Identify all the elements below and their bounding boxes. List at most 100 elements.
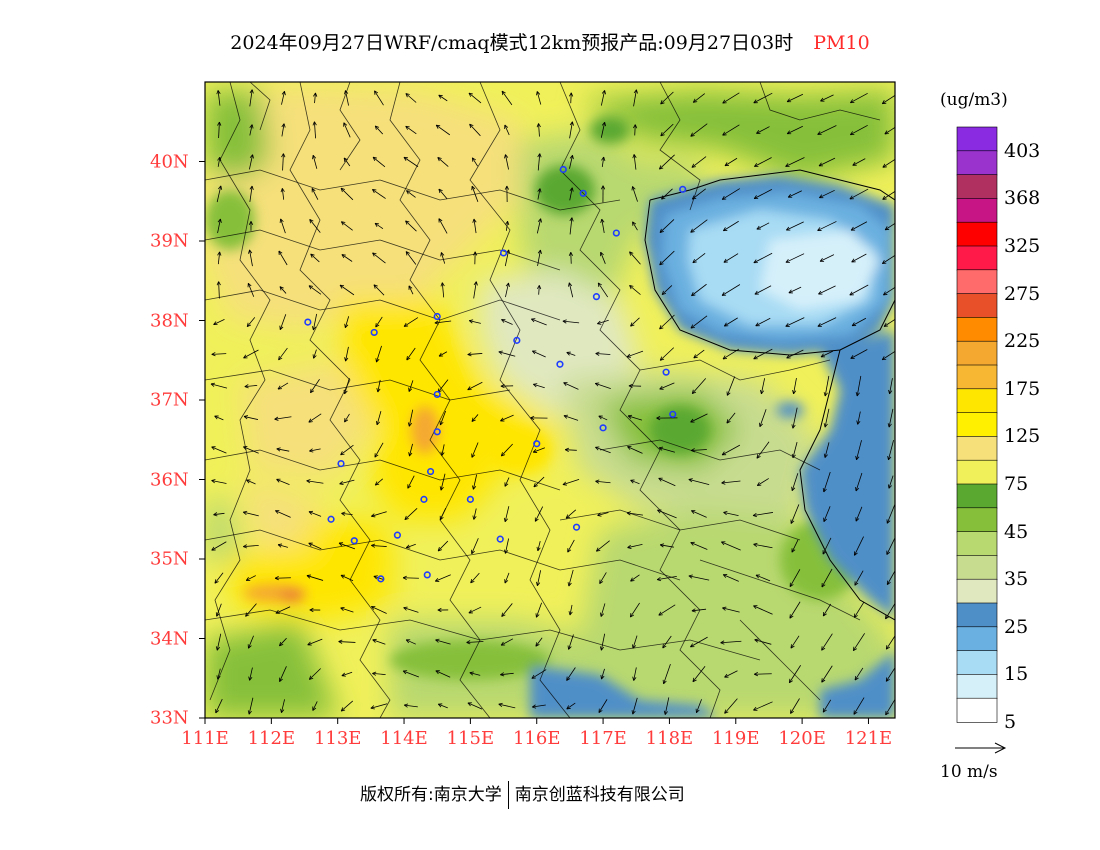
colorbar-label: 35: [1004, 568, 1029, 591]
wind-arrow: [855, 506, 863, 522]
wind-arrow: [856, 411, 861, 425]
wind-arrow: [405, 543, 416, 549]
colorbar-swatch: [956, 245, 998, 271]
wind-arrow: [243, 349, 259, 359]
colorbar-label: 45: [1004, 520, 1029, 543]
colorbar-swatch: [956, 150, 998, 176]
colorbar-swatch: [956, 578, 998, 604]
wind-arrow: [437, 607, 449, 613]
wind-arrow: [375, 410, 382, 426]
wind-arrow: [595, 540, 610, 552]
wind-arrow: [374, 222, 384, 230]
wind-arrow: [247, 282, 255, 297]
wind-arrow: [631, 697, 638, 715]
wind-arrow: [536, 541, 541, 552]
monitor-site: [662, 368, 670, 376]
wind-arrow: [630, 479, 640, 485]
wind-arrow: [627, 543, 643, 549]
wind-arrow: [313, 92, 318, 104]
wind-arrow: [633, 89, 638, 107]
wind-arrow: [505, 282, 510, 298]
lon-label: 119E: [712, 728, 760, 749]
wind-arrow: [281, 153, 286, 171]
monitor-site: [556, 360, 564, 368]
wind-arrow: [308, 285, 322, 295]
monitor-sites: [304, 165, 687, 583]
wind-arrow: [659, 250, 675, 266]
wind-arrow: [722, 92, 740, 104]
wind-arrow: [501, 90, 513, 106]
wind-arrow: [600, 122, 607, 138]
wind-arrow: [405, 251, 417, 265]
wind-arrow: [312, 154, 318, 169]
wind-arrow: [435, 638, 451, 645]
wind-arrow: [306, 479, 324, 484]
wind-arrow: [468, 92, 482, 104]
wind-arrow: [276, 447, 290, 452]
colorbar-swatch: [956, 555, 998, 581]
wind-arrow: [567, 539, 575, 553]
wind-arrow: [438, 218, 448, 234]
wind-arrow: [658, 477, 676, 487]
wind-arrow: [440, 282, 445, 298]
wind-arrow: [406, 347, 416, 361]
colorbar-swatch: [956, 293, 998, 319]
wind-arrow: [883, 318, 895, 327]
wind-arrow: [249, 185, 254, 203]
wind-arrow: [532, 704, 546, 709]
wind-arrow: [498, 702, 516, 709]
monitor-site: [433, 390, 441, 399]
wind-arrow: [690, 541, 708, 550]
wind-arrow: [756, 478, 769, 486]
wind-arrow: [375, 345, 382, 363]
monitor-site: [499, 249, 508, 257]
wind-arrow: [568, 282, 574, 298]
wind-arrow: [821, 665, 833, 683]
wind-arrow: [536, 218, 542, 234]
coastline: [644, 169, 895, 621]
colorbar-swatch: [956, 126, 998, 152]
lon-label: 117E: [579, 728, 627, 749]
lat-label: 33N: [150, 707, 189, 729]
lat-label: 37N: [150, 389, 189, 411]
wind-arrow: [371, 543, 387, 548]
wind-arrow: [248, 249, 253, 267]
monitor-site: [466, 495, 474, 503]
wind-arrow: [373, 284, 385, 296]
wind-arrow: [372, 252, 386, 264]
monitor-site: [304, 318, 312, 326]
wind-arrow: [753, 92, 773, 104]
wind-arrow: [500, 443, 513, 457]
wind-vectors: [210, 89, 895, 716]
wind-arrow: [341, 254, 353, 262]
wind-arrow: [402, 575, 419, 580]
wind-arrow: [662, 664, 671, 685]
monitor-site: [533, 440, 541, 448]
wind-arrow: [627, 414, 643, 421]
wind-arrow: [504, 185, 510, 203]
wind-arrow: [791, 473, 799, 491]
wind-arrow: [569, 154, 574, 169]
monitor-site: [350, 537, 358, 545]
wind-arrow: [467, 702, 483, 710]
wind-arrow: [760, 378, 766, 395]
wind-arrow: [472, 218, 477, 234]
wind-arrow: [281, 123, 286, 137]
monitor-site: [496, 535, 504, 543]
wind-arrow: [820, 94, 834, 102]
wind-arrow: [374, 442, 384, 458]
wind-arrow: [340, 606, 354, 613]
wind-arrow: [243, 415, 259, 420]
wind-arrow: [691, 378, 707, 395]
colorbar-label: 175: [1004, 377, 1041, 400]
wind-arrow: [466, 640, 484, 645]
wind-arrow: [628, 383, 642, 389]
wind-arrow: [370, 703, 388, 710]
wind-arrow: [501, 318, 513, 325]
wind-arrow: [690, 315, 708, 329]
colorbar-label: 125: [1004, 425, 1041, 448]
wind-arrow: [217, 156, 222, 167]
wind-arrow: [536, 570, 542, 587]
monitor-site: [433, 428, 441, 436]
wind-arrow: [532, 447, 545, 453]
